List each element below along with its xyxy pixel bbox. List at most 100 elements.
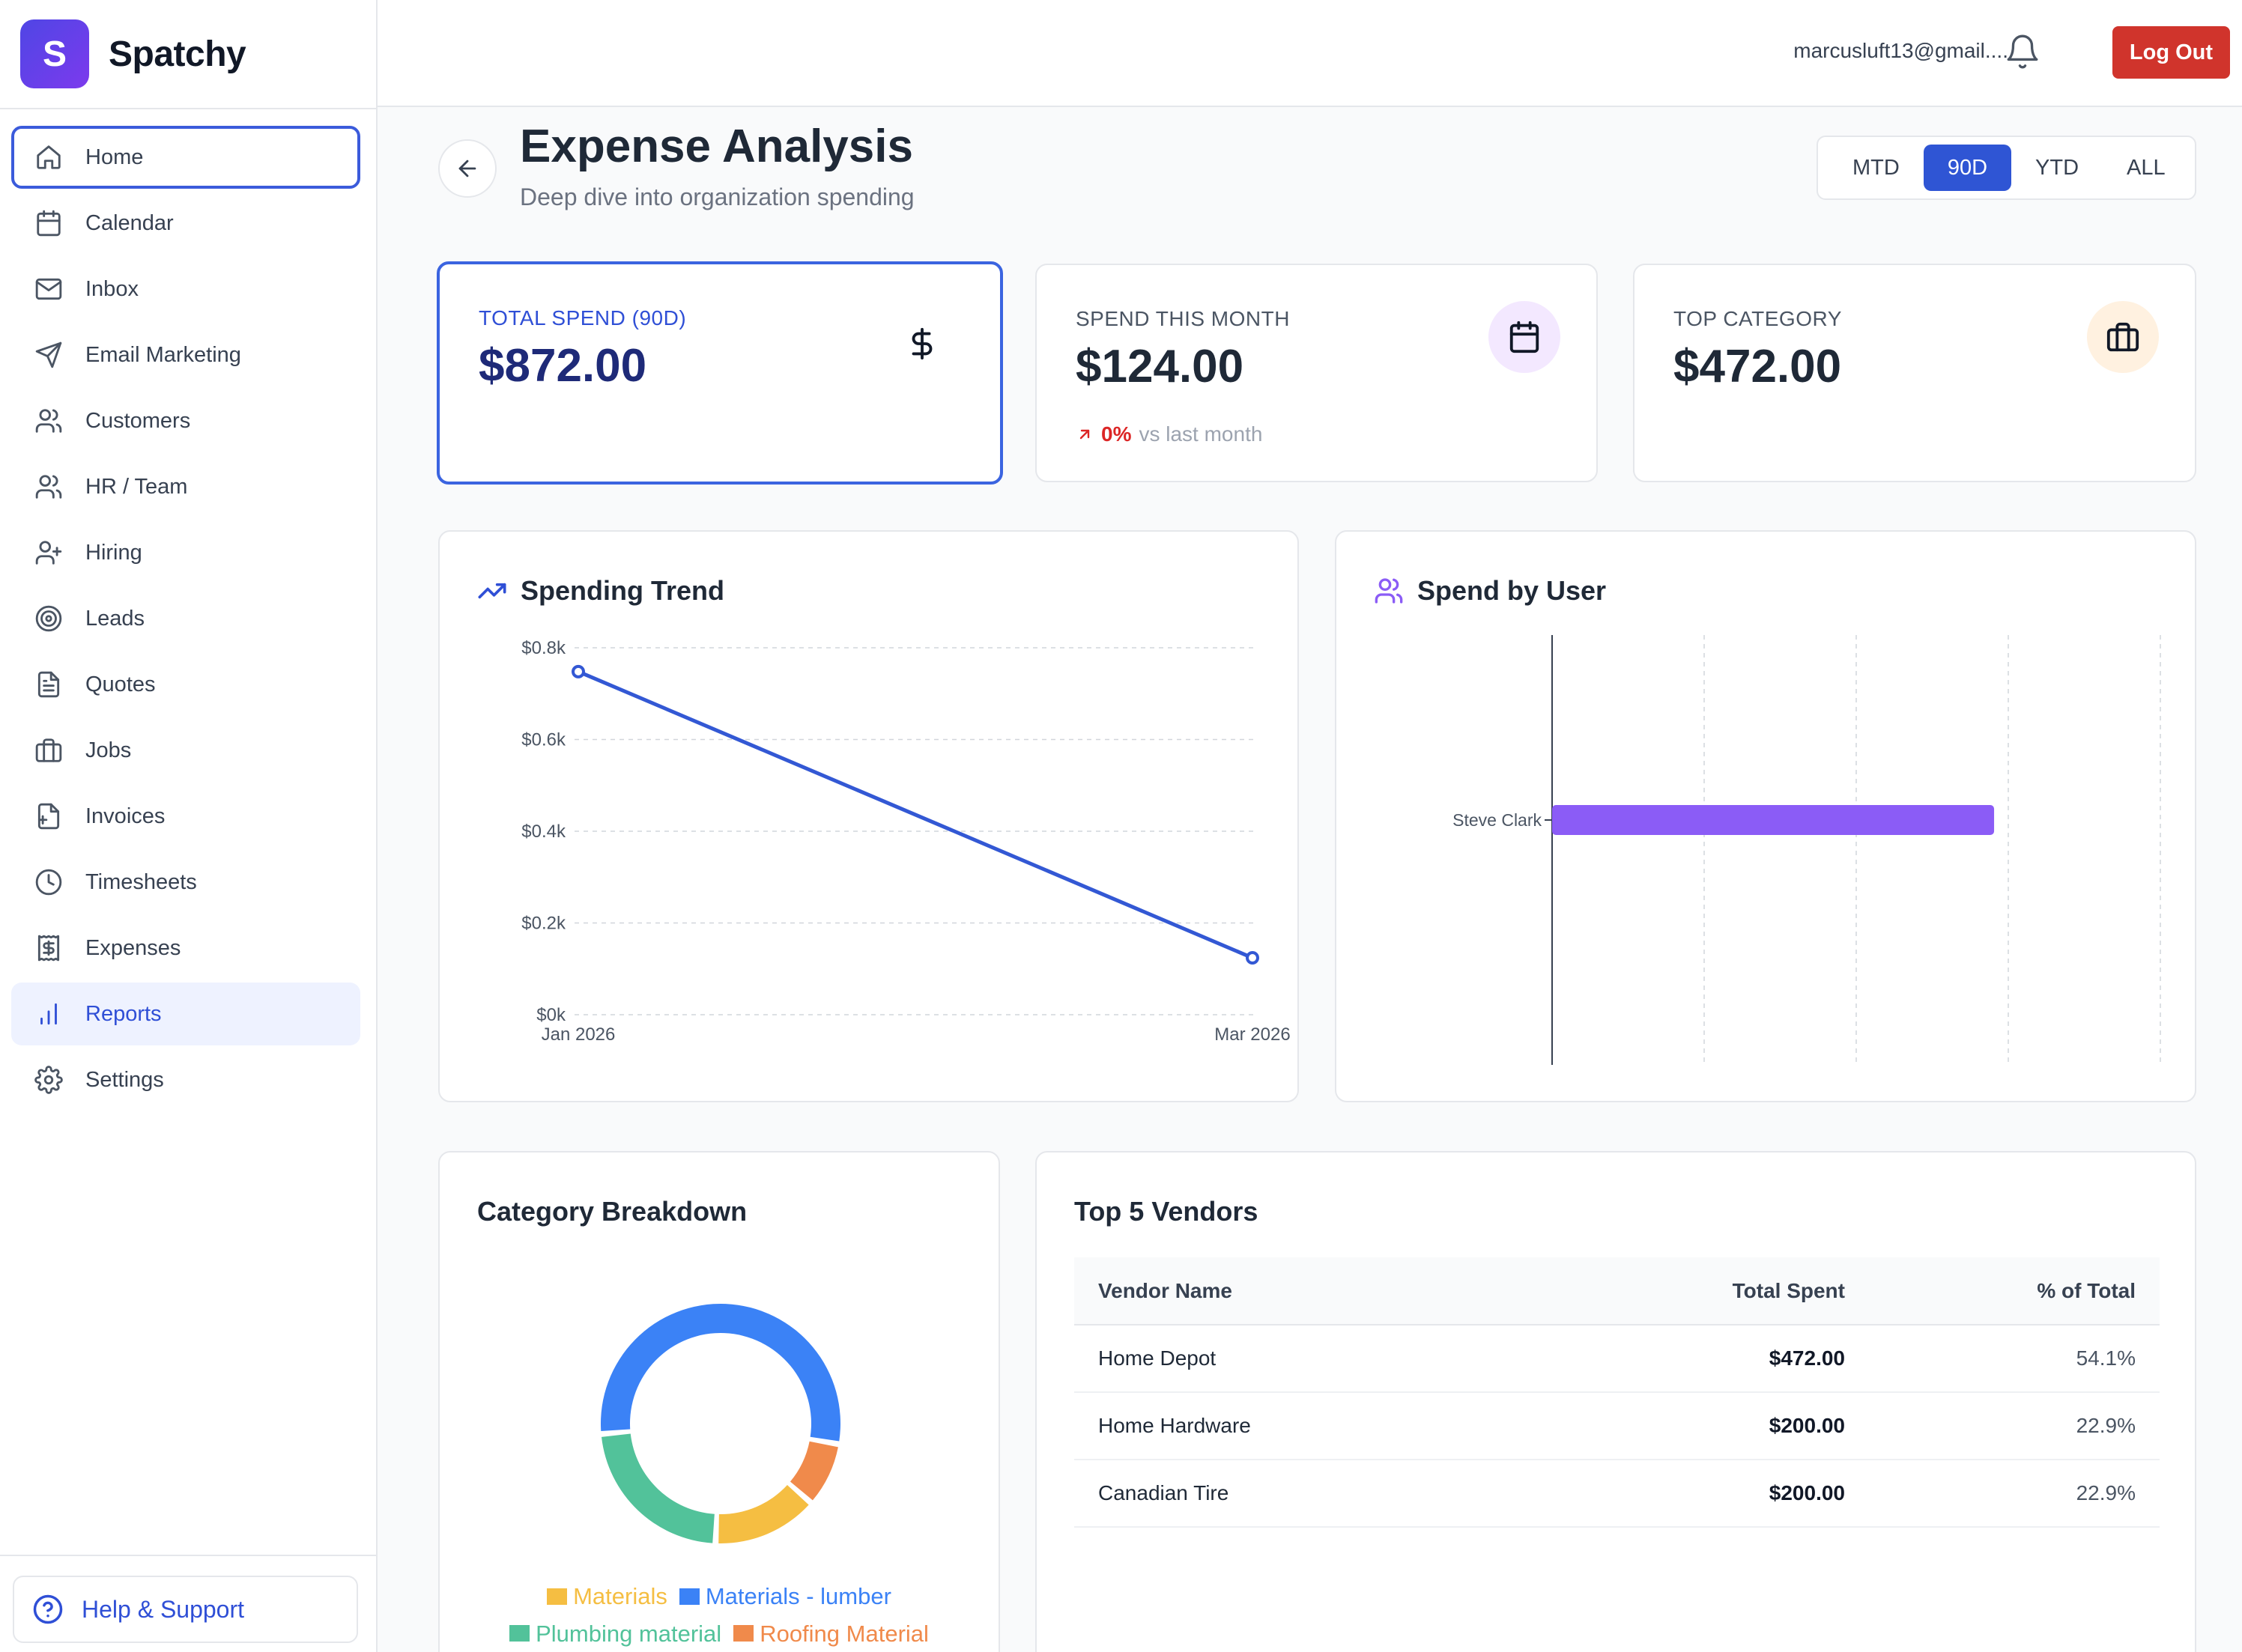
user-bar[interactable] xyxy=(1552,805,1995,835)
home-icon xyxy=(34,143,63,171)
table-row[interactable]: Canadian Tire $200.00 22.9% xyxy=(1074,1460,2160,1528)
trend-data-point[interactable] xyxy=(1246,951,1259,965)
sidebar-item-quotes[interactable]: Quotes xyxy=(11,653,360,716)
total-spent-cell: $200.00 xyxy=(1530,1392,1845,1460)
table-header-row: Vendor Name Total Spent % of Total xyxy=(1074,1257,2160,1325)
sidebar-item-label: Quotes xyxy=(85,672,156,696)
stat-trend: 0% vs last month xyxy=(1076,422,1262,446)
percent-cell: 54.1% xyxy=(1845,1325,2160,1393)
range-button-90d[interactable]: 90D xyxy=(1923,145,2012,191)
spend-by-user-chart: Steve Clark xyxy=(1452,635,2161,1065)
sidebar-item-home[interactable]: Home xyxy=(11,126,360,189)
legend-item[interactable]: Plumbing material xyxy=(509,1615,721,1652)
sidebar-item-label: Timesheets xyxy=(85,869,197,894)
mail-icon xyxy=(34,275,63,303)
sidebar-item-calendar[interactable]: Calendar xyxy=(11,192,360,255)
sidebar-item-hiring[interactable]: Hiring xyxy=(11,521,360,584)
spend-by-user-card: Spend by User Steve Clark xyxy=(1335,530,2196,1102)
stat-card-total-spend[interactable]: TOTAL SPEND (90D) $872.00 xyxy=(437,261,1003,485)
sidebar-item-settings[interactable]: Settings xyxy=(11,1048,360,1111)
arrow-left-icon xyxy=(455,156,480,181)
sidebar-item-label: Calendar xyxy=(85,210,174,235)
bell-icon[interactable] xyxy=(2004,33,2041,70)
legend-swatch xyxy=(679,1588,700,1605)
range-button-ytd[interactable]: YTD xyxy=(2035,155,2079,180)
top-bar: marcusluft13@gmail.... Log Out xyxy=(378,0,2242,107)
sidebar-item-label: Settings xyxy=(85,1067,164,1092)
app-name: Spatchy xyxy=(109,34,246,74)
sidebar-nav: Home Calendar Inbox Email Marketing Customer… xyxy=(11,126,360,1114)
sidebar-item-timesheets[interactable]: Timesheets xyxy=(11,851,360,914)
top-vendors-title: Top 5 Vendors xyxy=(1074,1196,1258,1227)
sidebar-item-expenses[interactable]: Expenses xyxy=(11,917,360,980)
target-icon xyxy=(34,604,63,633)
legend-label: Roofing Material xyxy=(760,1620,929,1647)
top-vendors-title-row: Top 5 Vendors xyxy=(1074,1196,1258,1227)
sidebar-item-label: Expenses xyxy=(85,935,181,960)
table-row[interactable]: Home Depot $472.00 54.1% xyxy=(1074,1325,2160,1393)
brand[interactable]: S Spatchy xyxy=(0,0,376,109)
vendor-name-cell: Canadian Tire xyxy=(1074,1460,1530,1528)
stat-label: SPEND THIS MONTH xyxy=(1076,307,1290,330)
donut-slice[interactable] xyxy=(601,1304,840,1442)
stat-card-top-category[interactable]: TOP CATEGORY $472.00 xyxy=(1633,264,2196,482)
sidebar-item-customers[interactable]: Customers xyxy=(11,389,360,452)
trend-percent: 0% xyxy=(1101,422,1132,446)
stat-value: $472.00 xyxy=(1673,341,1842,392)
legend-swatch xyxy=(547,1588,568,1605)
sidebar-item-email-marketing[interactable]: Email Marketing xyxy=(11,324,360,386)
x-tick-label: Mar 2026 xyxy=(1214,1024,1290,1045)
sidebar-item-inbox[interactable]: Inbox xyxy=(11,258,360,321)
page-subtitle: Deep dive into organization spending xyxy=(520,183,915,210)
sidebar-item-invoices[interactable]: Invoices xyxy=(11,785,360,848)
spending-trend-chart: $0k $0.2k $0.4k $0.6k $0.8k Jan 2026 Mar 2026 xyxy=(521,638,1290,1045)
trend-text: vs last month xyxy=(1139,422,1263,446)
x-tick-label: Jan 2026 xyxy=(542,1024,616,1045)
user-email[interactable]: marcusluft13@gmail.... xyxy=(1793,39,2008,62)
calendar-icon xyxy=(1488,301,1560,373)
receipt-dollar-icon xyxy=(34,934,63,962)
stat-card-spend-this-month[interactable]: SPEND THIS MONTH $124.00 0% vs last mont… xyxy=(1035,264,1598,482)
logout-button[interactable]: Log Out xyxy=(2112,26,2230,79)
help-support-button[interactable]: Help & Support xyxy=(13,1576,358,1643)
sidebar-item-jobs[interactable]: Jobs xyxy=(11,719,360,782)
range-button-mtd[interactable]: MTD xyxy=(1852,155,1900,180)
legend-label: Materials - lumber xyxy=(705,1583,891,1609)
legend-row: Materials Materials - lumber xyxy=(440,1578,999,1615)
sidebar-item-leads[interactable]: Leads xyxy=(11,587,360,650)
donut-slice[interactable] xyxy=(790,1441,838,1501)
trend-data-point[interactable] xyxy=(572,664,585,678)
sidebar-item-label: Inbox xyxy=(85,276,139,301)
legend-item[interactable]: Roofing Material xyxy=(733,1615,929,1652)
top-vendors-card: Top 5 Vendors Vendor Name Total Spent % … xyxy=(1035,1151,2196,1652)
category-breakdown-card: Category Breakdown Materials Materials - … xyxy=(438,1151,1000,1652)
trend-series-line xyxy=(578,669,1253,960)
range-button-all[interactable]: ALL xyxy=(2127,155,2166,180)
percent-cell: 22.9% xyxy=(1845,1460,2160,1528)
sidebar-item-hr-team[interactable]: HR / Team xyxy=(11,455,360,518)
donut-slice[interactable] xyxy=(602,1433,715,1543)
legend-item[interactable]: Materials - lumber xyxy=(679,1578,891,1615)
vendor-name-cell: Home Hardware xyxy=(1074,1392,1530,1460)
column-header-total[interactable]: Total Spent xyxy=(1530,1257,1845,1325)
total-spent-cell: $200.00 xyxy=(1530,1460,1845,1528)
column-header-vendor[interactable]: Vendor Name xyxy=(1074,1257,1530,1325)
gear-icon xyxy=(34,1066,63,1094)
column-header-percent[interactable]: % of Total xyxy=(1845,1257,2160,1325)
bar-chart-icon xyxy=(34,1000,63,1028)
y-tick-label: $0.4k xyxy=(521,822,566,842)
date-range-selector: MTD 90D YTD ALL xyxy=(1817,136,2196,200)
category-legend: Materials Materials - lumber Plumbing mate… xyxy=(440,1578,999,1652)
arrow-up-right-icon xyxy=(1076,425,1094,443)
table-row[interactable]: Home Hardware $200.00 22.9% xyxy=(1074,1392,2160,1460)
spending-trend-card: Spending Trend $0k $0.2k $0.4k $0.6k $0.8k Ja… xyxy=(438,530,1299,1102)
category-breakdown-title: Category Breakdown xyxy=(477,1196,748,1227)
sidebar-item-label: Customers xyxy=(85,408,191,433)
sidebar-item-reports[interactable]: Reports xyxy=(11,983,360,1045)
legend-item[interactable]: Materials xyxy=(547,1578,667,1615)
donut-slice[interactable] xyxy=(718,1485,809,1543)
y-tick-label: $0.8k xyxy=(521,638,566,658)
sidebar-item-label: Leads xyxy=(85,606,145,631)
legend-label: Plumbing material xyxy=(536,1620,722,1647)
back-button[interactable] xyxy=(438,139,497,198)
